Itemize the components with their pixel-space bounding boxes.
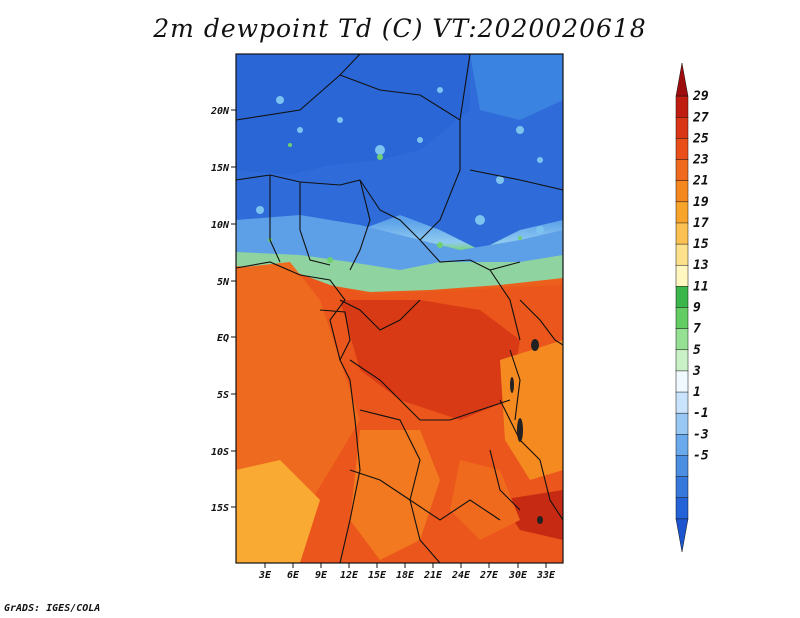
lat-label: 5S xyxy=(217,390,229,401)
colorbar-swatch xyxy=(675,349,689,372)
colorbar-swatch xyxy=(675,370,689,393)
colorbar-label: 27 xyxy=(692,110,709,125)
colorbar-swatch xyxy=(675,476,689,499)
lon-label: 30E xyxy=(508,570,528,581)
lat-label: 15S xyxy=(211,503,229,514)
colorbar-label: 3 xyxy=(692,364,701,379)
colorbar-swatch xyxy=(675,497,689,520)
colorbar-swatch xyxy=(675,391,689,414)
lat-label: EQ xyxy=(217,333,229,344)
lon-label: 6E xyxy=(287,570,300,581)
colorbar-label: 25 xyxy=(692,131,709,146)
colorbar-swatch xyxy=(675,518,689,553)
lon-label: 18E xyxy=(396,570,415,581)
colorbar-label: 29 xyxy=(692,89,709,104)
colorbar-swatch xyxy=(675,307,689,330)
colorbar-swatch xyxy=(675,95,689,118)
colorbar-swatch xyxy=(675,434,689,457)
colorbar-label: 9 xyxy=(693,301,701,316)
colorbar-swatch xyxy=(675,180,689,203)
colorbar-label: 23 xyxy=(692,153,709,168)
colorbar-label: -3 xyxy=(693,427,709,442)
colorbar-label: 1 xyxy=(693,385,701,400)
map-title: 2m dewpoint Td (C) VT:2020020618 xyxy=(153,14,647,43)
colorbar-label: 15 xyxy=(693,237,709,252)
colorbar-label: 7 xyxy=(693,322,701,337)
lon-label: 12E xyxy=(340,570,359,581)
colorbar-label: 21 xyxy=(692,174,709,189)
lat-label: 15N xyxy=(211,163,230,174)
colorbar: 29 27 25 23 21 19 17 15 13 11 9 7 5 3 1 -1 -3 -5 xyxy=(675,62,709,553)
colorbar-swatch xyxy=(675,412,689,435)
colorbar-label: -5 xyxy=(693,448,709,463)
colorbar-swatch xyxy=(675,117,689,139)
colorbar-swatch xyxy=(675,286,689,309)
lat-axis xyxy=(231,109,236,508)
footer-credit: GrADS: IGES/COLA xyxy=(4,603,101,614)
lat-label: 5N xyxy=(217,277,230,288)
lon-label: 27E xyxy=(479,570,499,581)
colorbar-swatch xyxy=(675,328,689,351)
colorbar-swatch xyxy=(675,243,689,266)
colorbar-swatch xyxy=(675,201,689,224)
colorbar-label: 17 xyxy=(693,216,709,231)
colorbar-swatch xyxy=(675,159,689,182)
lat-label: 10N xyxy=(211,220,230,231)
colorbar-label: 5 xyxy=(693,343,701,358)
colorbar-label: 19 xyxy=(693,195,709,210)
lat-label: 20N xyxy=(210,106,230,117)
colorbar-swatch xyxy=(675,138,689,161)
lon-label: 24E xyxy=(451,570,471,581)
lon-axis xyxy=(264,563,547,568)
lon-label: 21E xyxy=(423,570,443,581)
colorbar-swatch xyxy=(675,222,689,245)
lon-label: 33E xyxy=(536,570,556,581)
lon-label: 3E xyxy=(258,570,272,581)
colorbar-swatch xyxy=(675,62,689,97)
dewpoint-field xyxy=(236,54,563,563)
colorbar-swatch xyxy=(675,455,689,478)
map-frame xyxy=(235,53,564,564)
lon-label: 15E xyxy=(368,570,387,581)
colorbar-label: 11 xyxy=(693,279,709,294)
lat-label: 10S xyxy=(211,447,229,458)
colorbar-label: -1 xyxy=(693,406,709,421)
colorbar-swatch xyxy=(675,264,689,287)
colorbar-label: 13 xyxy=(693,258,709,273)
lon-label: 9E xyxy=(315,570,328,581)
